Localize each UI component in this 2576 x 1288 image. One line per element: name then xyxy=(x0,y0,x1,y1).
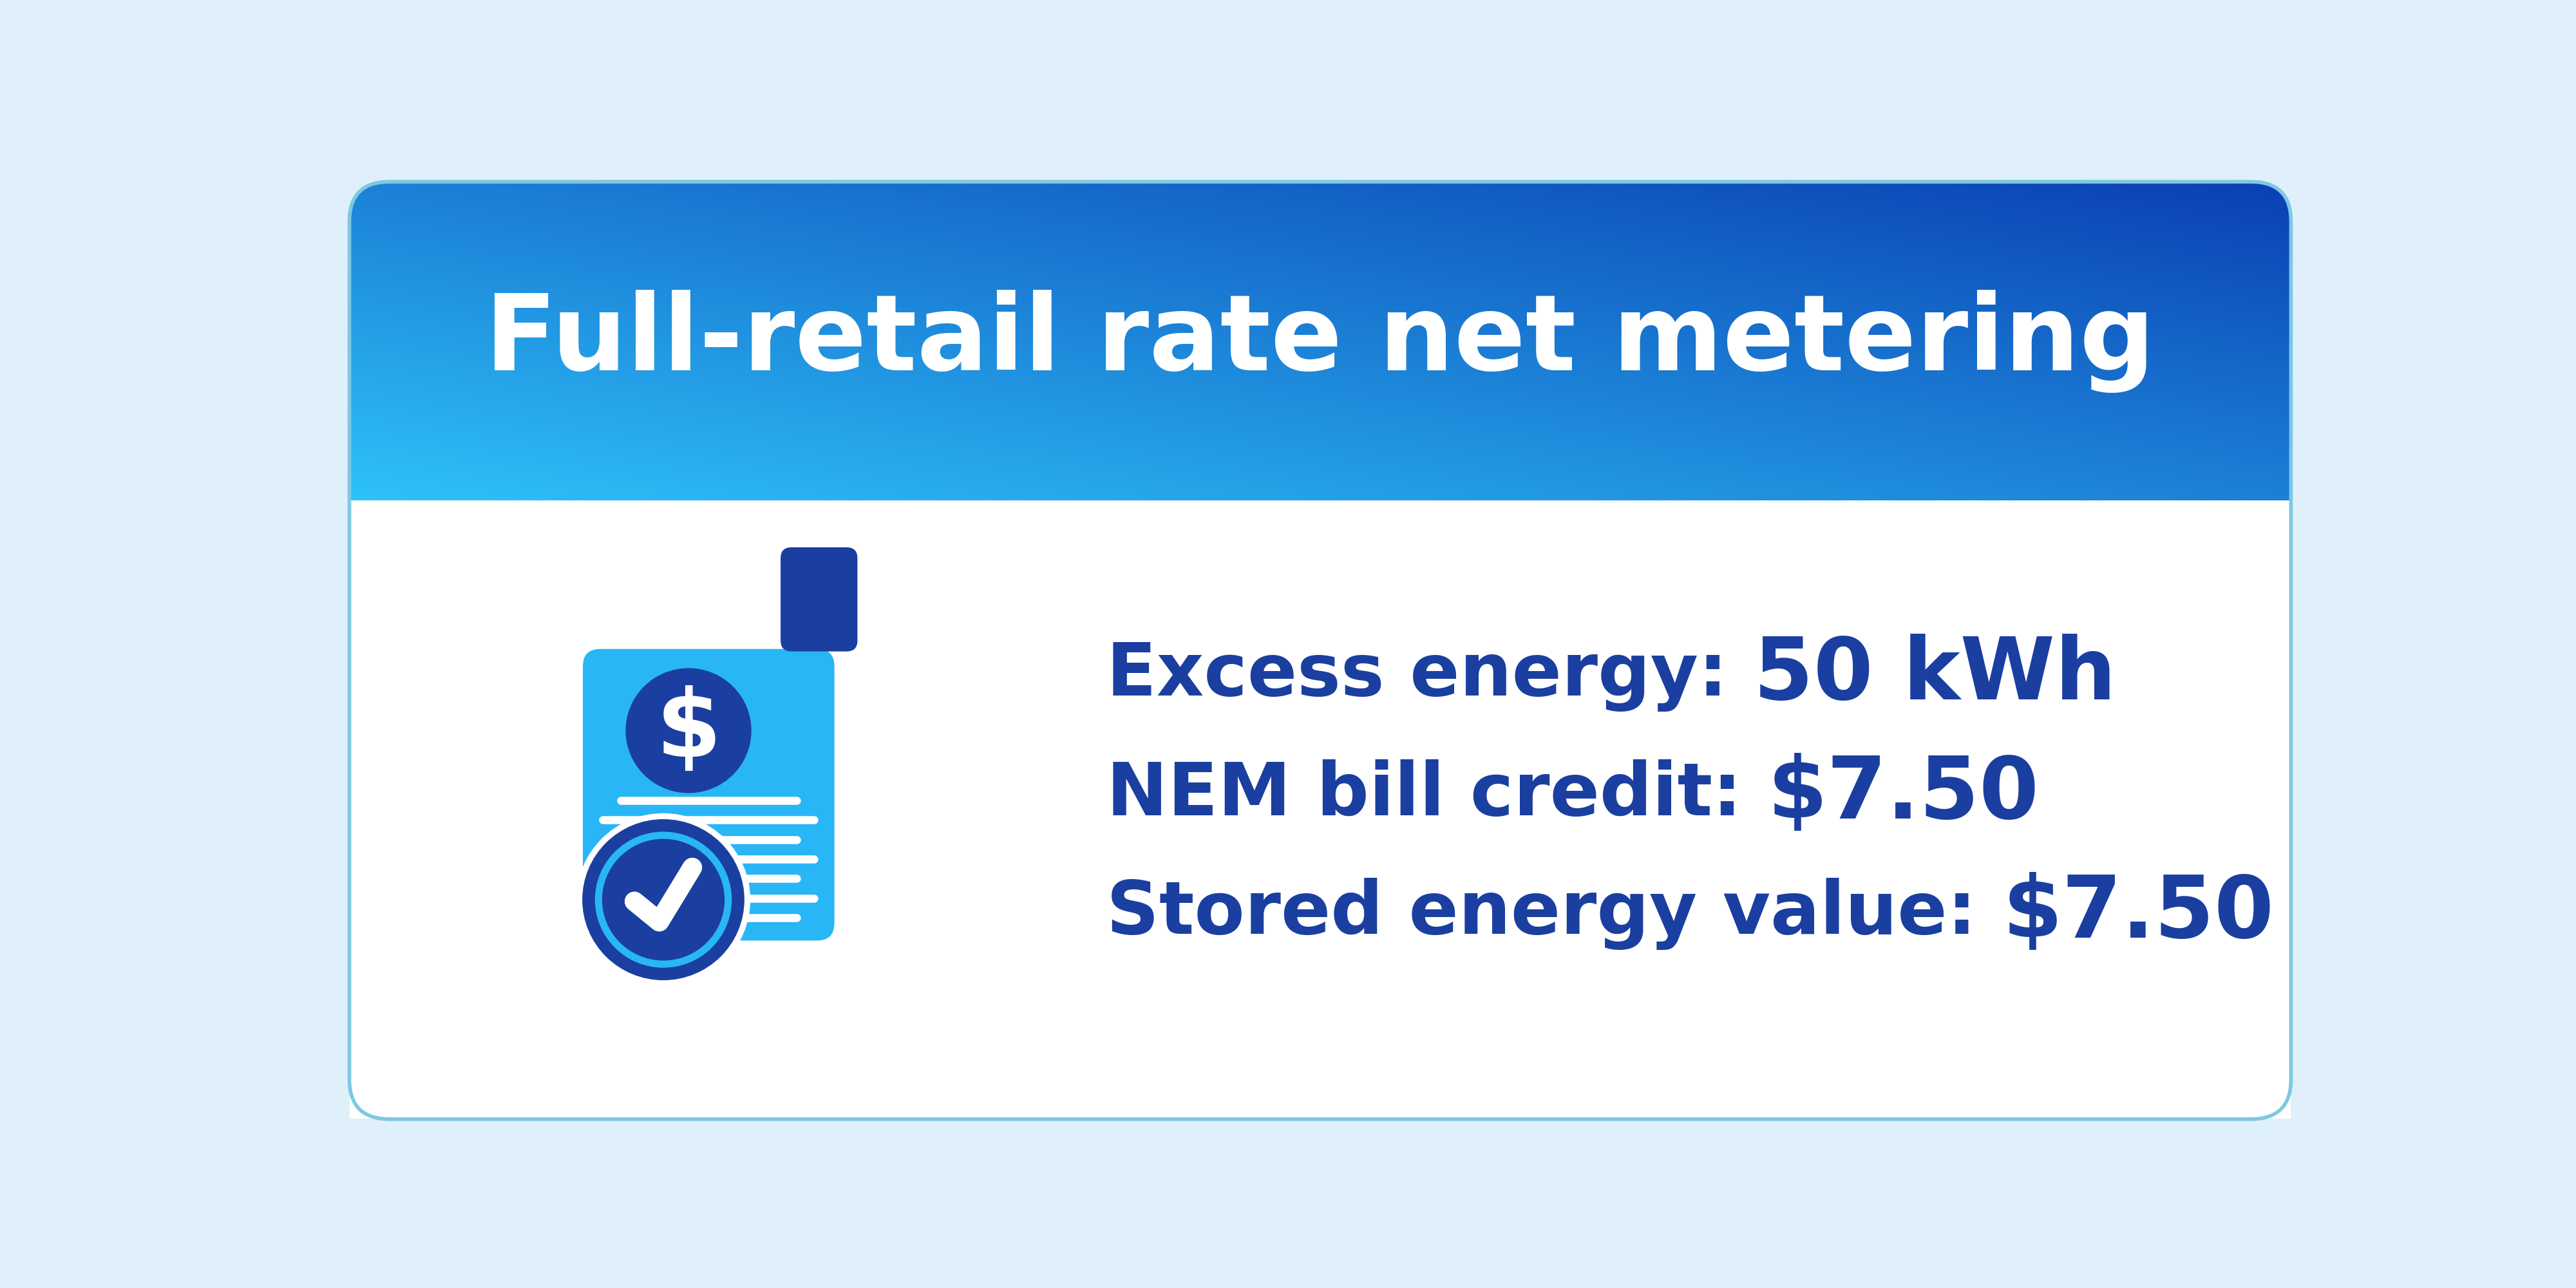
Text: $7.50: $7.50 xyxy=(1767,753,2040,837)
FancyBboxPatch shape xyxy=(350,182,2290,1119)
Bar xyxy=(350,500,2290,1118)
Text: $7.50: $7.50 xyxy=(2002,872,2275,956)
Text: 50 kWh: 50 kWh xyxy=(1754,634,2115,717)
FancyBboxPatch shape xyxy=(582,649,835,940)
Text: NEM bill credit:: NEM bill credit: xyxy=(1108,759,1767,831)
FancyBboxPatch shape xyxy=(781,547,858,652)
Text: $: $ xyxy=(657,685,721,775)
Text: Excess energy:: Excess energy: xyxy=(1108,640,1754,711)
Circle shape xyxy=(577,813,750,987)
Text: Full-retail rate net metering: Full-retail rate net metering xyxy=(484,290,2156,393)
Text: Stored energy value:: Stored energy value: xyxy=(1108,877,2002,949)
Circle shape xyxy=(626,668,752,793)
Circle shape xyxy=(582,819,744,980)
